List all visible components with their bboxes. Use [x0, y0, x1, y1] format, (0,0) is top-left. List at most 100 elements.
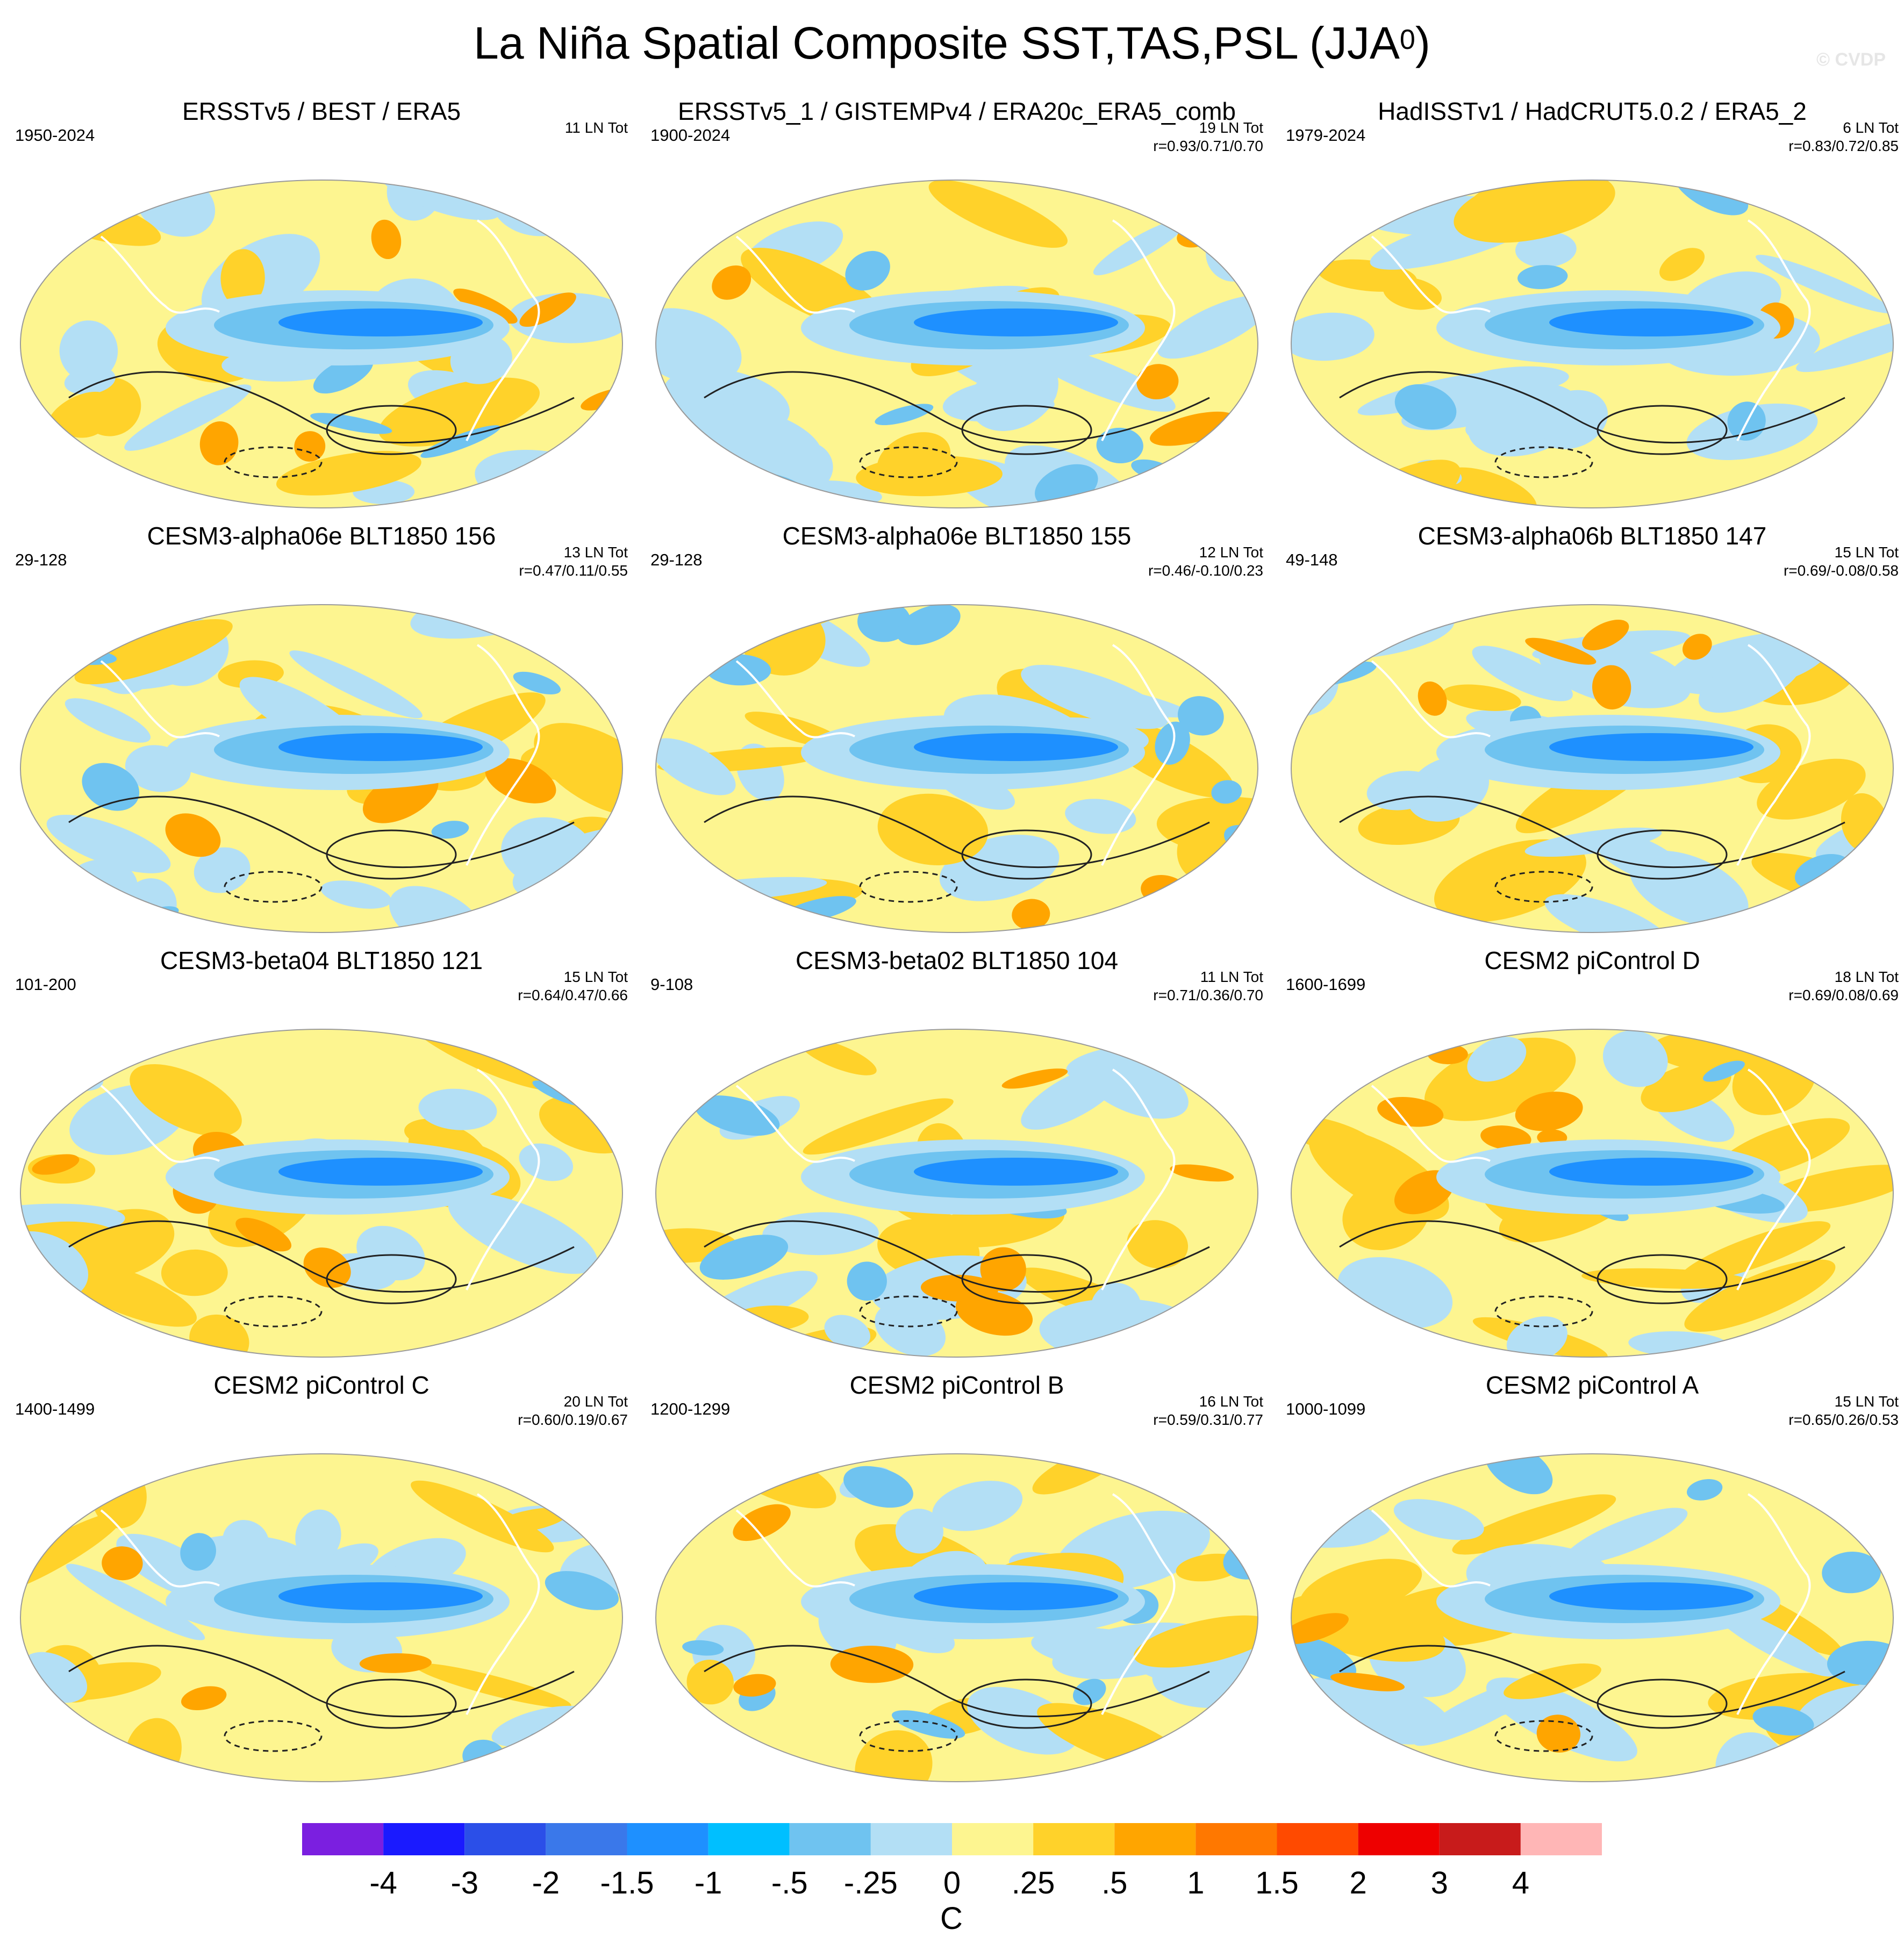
panel-period: 1600-1699 — [1286, 975, 1366, 994]
panel-title: CESM2 piControl A — [1485, 1371, 1699, 1399]
map-globe — [655, 1453, 1258, 1782]
map-panel: CESM3-alpha06e BLT1850 156 29-128 13 LN To… — [4, 521, 639, 946]
colorbar — [302, 1823, 1602, 1855]
map-panel: ERSSTv5_1 / GISTEMPv4 / ERA20c_ERA5_comb… — [640, 97, 1274, 521]
map-globe — [20, 1029, 623, 1358]
panel-period: 1979-2024 — [1286, 126, 1366, 145]
colorbar-tick-label: -.5 — [771, 1866, 808, 1900]
map-globe — [1291, 1453, 1894, 1782]
title-text: La Niña Spatial Composite SST,TAS,PSL (J… — [474, 18, 1400, 68]
title-superscript: 0 — [1399, 24, 1415, 55]
colorbar-swatch — [464, 1823, 546, 1855]
map-globe — [1291, 604, 1894, 933]
panel-period: 29-128 — [650, 550, 703, 569]
panel-period: 101-200 — [15, 975, 76, 994]
panel-event-count: 6 LN Tot — [1843, 119, 1899, 136]
panel-event-count: 15 LN Tot — [563, 969, 628, 985]
panel-event-count: 11 LN Tot — [1200, 969, 1263, 985]
map-panel: CESM2 piControl D 1600-1699 18 LN Tot r=0.6… — [1275, 946, 1904, 1371]
colorbar-tick-label: -3 — [450, 1866, 479, 1900]
map-globe — [655, 180, 1258, 508]
map-globe — [20, 604, 623, 933]
colorbar-swatch — [952, 1823, 1034, 1855]
map-globe — [655, 1029, 1258, 1358]
panel-correlation: r=0.47/0.11/0.55 — [519, 562, 628, 579]
panel-event-count: 19 LN Tot — [1199, 119, 1263, 136]
colorbar-swatch — [708, 1823, 790, 1855]
panel-event-count: 15 LN Tot — [1834, 544, 1899, 561]
map-panel: CESM2 piControl A 1000-1099 15 LN Tot r=0.6… — [1275, 1371, 1904, 1795]
panel-title: CESM2 piControl D — [1484, 946, 1700, 974]
colorbar-tick-label: -1.5 — [600, 1866, 654, 1900]
panel-title: CESM3-alpha06e BLT1850 155 — [782, 522, 1132, 550]
panel-period: 1200-1299 — [650, 1400, 731, 1418]
panel-title: CESM3-alpha06b BLT1850 147 — [1418, 522, 1767, 550]
colorbar-tick-label: 2 — [1349, 1866, 1367, 1900]
figure-title: La Niña Spatial Composite SST,TAS,PSL (J… — [0, 16, 1904, 70]
panel-title: CESM2 piControl C — [213, 1371, 430, 1399]
colorbar-tick-label: 1 — [1187, 1866, 1205, 1900]
colorbar-swatch — [546, 1823, 627, 1855]
map-panel: ERSSTv5 / BEST / ERA5 1950-2024 11 LN Tot — [4, 97, 639, 521]
panel-correlation: r=0.64/0.47/0.66 — [518, 987, 628, 1003]
panel-title: CESM3-beta04 BLT1850 121 — [160, 946, 483, 974]
panel-correlation: r=0.83/0.72/0.85 — [1788, 138, 1899, 154]
panel-title: ERSSTv5_1 / GISTEMPv4 / ERA20c_ERA5_comb — [678, 97, 1236, 125]
map-globe — [20, 1453, 623, 1782]
panel-title: CESM2 piControl B — [849, 1371, 1064, 1399]
panel-event-count: 15 LN Tot — [1834, 1393, 1899, 1410]
panel-correlation: r=0.60/0.19/0.67 — [518, 1411, 628, 1428]
map-panel: HadISSTv1 / HadCRUT5.0.2 / ERA5_2 1979-20… — [1275, 97, 1904, 521]
panel-correlation: r=0.69/-0.08/0.58 — [1783, 562, 1899, 579]
panel-correlation: r=0.71/0.36/0.70 — [1153, 987, 1263, 1003]
panel-period: 9-108 — [650, 975, 693, 994]
colorbar-unit: C — [940, 1901, 963, 1936]
colorbar-swatch — [627, 1823, 708, 1855]
map-panel: CESM3-alpha06e BLT1850 155 29-128 12 LN To… — [640, 521, 1274, 946]
colorbar-swatch — [1277, 1823, 1358, 1855]
panel-title: HadISSTv1 / HadCRUT5.0.2 / ERA5_2 — [1378, 97, 1807, 125]
map-globe — [20, 180, 623, 508]
colorbar-swatch — [1358, 1823, 1440, 1855]
panel-event-count: 18 LN Tot — [1834, 969, 1899, 985]
colorbar-swatch — [870, 1823, 952, 1855]
map-panel: CESM3-alpha06b BLT1850 147 49-148 15 LN To… — [1275, 521, 1904, 946]
title-closing: ) — [1415, 18, 1430, 68]
map-panel: CESM2 piControl C 1400-1499 20 LN Tot r=0.6… — [4, 1371, 639, 1795]
colorbar-tick-label: -2 — [532, 1866, 560, 1900]
colorbar-swatch — [789, 1823, 871, 1855]
panel-correlation: r=0.65/0.26/0.53 — [1788, 1411, 1899, 1428]
panel-event-count: 13 LN Tot — [563, 544, 628, 561]
panel-correlation: r=0.59/0.31/0.77 — [1153, 1411, 1263, 1428]
panel-period: 1400-1499 — [15, 1400, 95, 1418]
panel-event-count: 20 LN Tot — [563, 1393, 628, 1410]
colorbar-tick-label: -1 — [694, 1866, 722, 1900]
panel-event-count: 12 LN Tot — [1199, 544, 1263, 561]
colorbar-tick-label: 1.5 — [1255, 1866, 1299, 1900]
panel-period: 49-148 — [1286, 550, 1338, 569]
map-globe — [655, 604, 1258, 933]
watermark: © CVDP — [1816, 49, 1886, 70]
panel-title: ERSSTv5 / BEST / ERA5 — [182, 97, 461, 125]
map-globe — [1291, 1029, 1894, 1358]
colorbar-tick-label: 3 — [1430, 1866, 1448, 1900]
panel-event-count: 11 LN Tot — [564, 119, 628, 136]
panel-correlation: r=0.46/-0.10/0.23 — [1148, 562, 1263, 579]
colorbar-tick-label: -.25 — [843, 1866, 898, 1900]
panel-event-count: 16 LN Tot — [1199, 1393, 1263, 1410]
colorbar-tick-label: 0 — [943, 1866, 961, 1900]
colorbar-swatch — [302, 1823, 384, 1855]
colorbar-swatch — [1520, 1823, 1602, 1855]
map-panel: CESM3-beta04 BLT1850 121 101-200 15 LN Tot… — [4, 946, 639, 1371]
map-panel: CESM3-beta02 BLT1850 104 9-108 11 LN Tot r=… — [640, 946, 1274, 1371]
panel-period: 29-128 — [15, 550, 67, 569]
colorbar-swatch — [1196, 1823, 1277, 1855]
colorbar-swatch — [1114, 1823, 1196, 1855]
panel-period: 1900-2024 — [650, 126, 731, 145]
map-globe — [1291, 180, 1894, 508]
colorbar-swatch — [383, 1823, 465, 1855]
panel-correlation: r=0.69/0.08/0.69 — [1788, 987, 1899, 1003]
colorbar-tick-label: -4 — [369, 1866, 397, 1900]
colorbar-swatch — [1439, 1823, 1521, 1855]
panel-title: CESM3-beta02 BLT1850 104 — [795, 946, 1119, 974]
